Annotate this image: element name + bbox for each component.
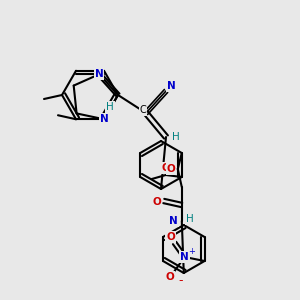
Text: O: O [167, 164, 175, 174]
Text: C: C [140, 105, 146, 115]
Text: O: O [165, 272, 174, 282]
Text: N: N [167, 81, 176, 91]
Text: N: N [169, 216, 178, 226]
Text: H: H [106, 102, 114, 112]
Text: +: + [188, 248, 195, 256]
Text: N: N [180, 252, 189, 262]
Text: O: O [161, 163, 170, 173]
Text: N: N [100, 114, 108, 124]
Text: -: - [178, 274, 183, 287]
Text: O: O [152, 197, 161, 207]
Text: O: O [166, 232, 175, 242]
Text: H: H [172, 132, 180, 142]
Text: H: H [186, 214, 194, 224]
Text: N: N [95, 69, 103, 79]
